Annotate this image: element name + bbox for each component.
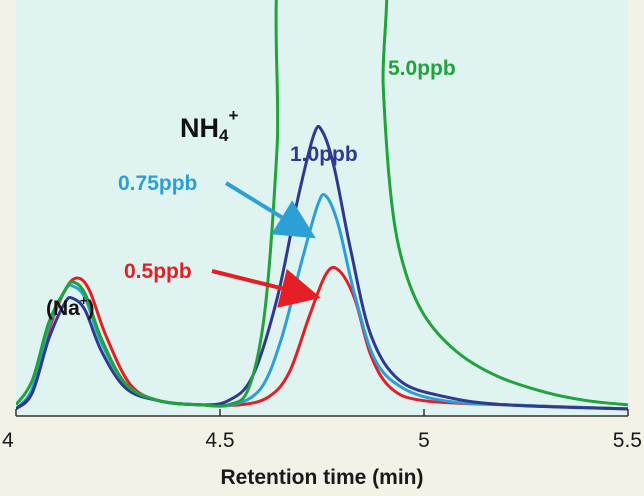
- label-0-5ppb: 0.5ppb: [124, 260, 192, 283]
- x-tick-layer: 4 4.5 5 5.5: [2, 409, 642, 452]
- label-0-75ppb: 0.75ppb: [118, 172, 197, 195]
- na-close-label: ): [87, 297, 94, 320]
- arrow-0-75ppb: [224, 181, 316, 239]
- x-tick-label: 4: [2, 429, 14, 452]
- nh4-subscript: 4: [219, 126, 229, 145]
- series-line-0-75ppb: [16, 192, 628, 411]
- x-tick-label: 5: [418, 429, 430, 452]
- x-axis-title: Retention time (min): [221, 466, 424, 489]
- series-line-1-0ppb: [16, 124, 628, 411]
- series-line-0-5ppb: [16, 265, 628, 411]
- svg-text:NH4+: NH4+: [180, 106, 238, 145]
- arrow-0-5ppb: [211, 268, 321, 308]
- nh4-superscript: +: [228, 106, 238, 125]
- series-layer: [16, 0, 628, 411]
- annotation-nh4: NH4+: [180, 106, 238, 145]
- x-tick-label: 5.5: [613, 429, 642, 452]
- svg-text:(Na+): (Na+): [46, 293, 94, 320]
- label-5-0ppb: 5.0ppb: [388, 57, 456, 80]
- nh4-main-label: NH: [180, 113, 219, 143]
- label-1-0ppb: 1.0ppb: [290, 143, 358, 166]
- annotation-na: (Na+): [46, 293, 94, 320]
- x-tick-label: 4.5: [205, 429, 234, 452]
- series-line-5-0ppb: [16, 0, 628, 408]
- na-superscript: +: [80, 293, 88, 308]
- na-open-label: (Na: [46, 297, 80, 320]
- plot-area: [16, 0, 628, 416]
